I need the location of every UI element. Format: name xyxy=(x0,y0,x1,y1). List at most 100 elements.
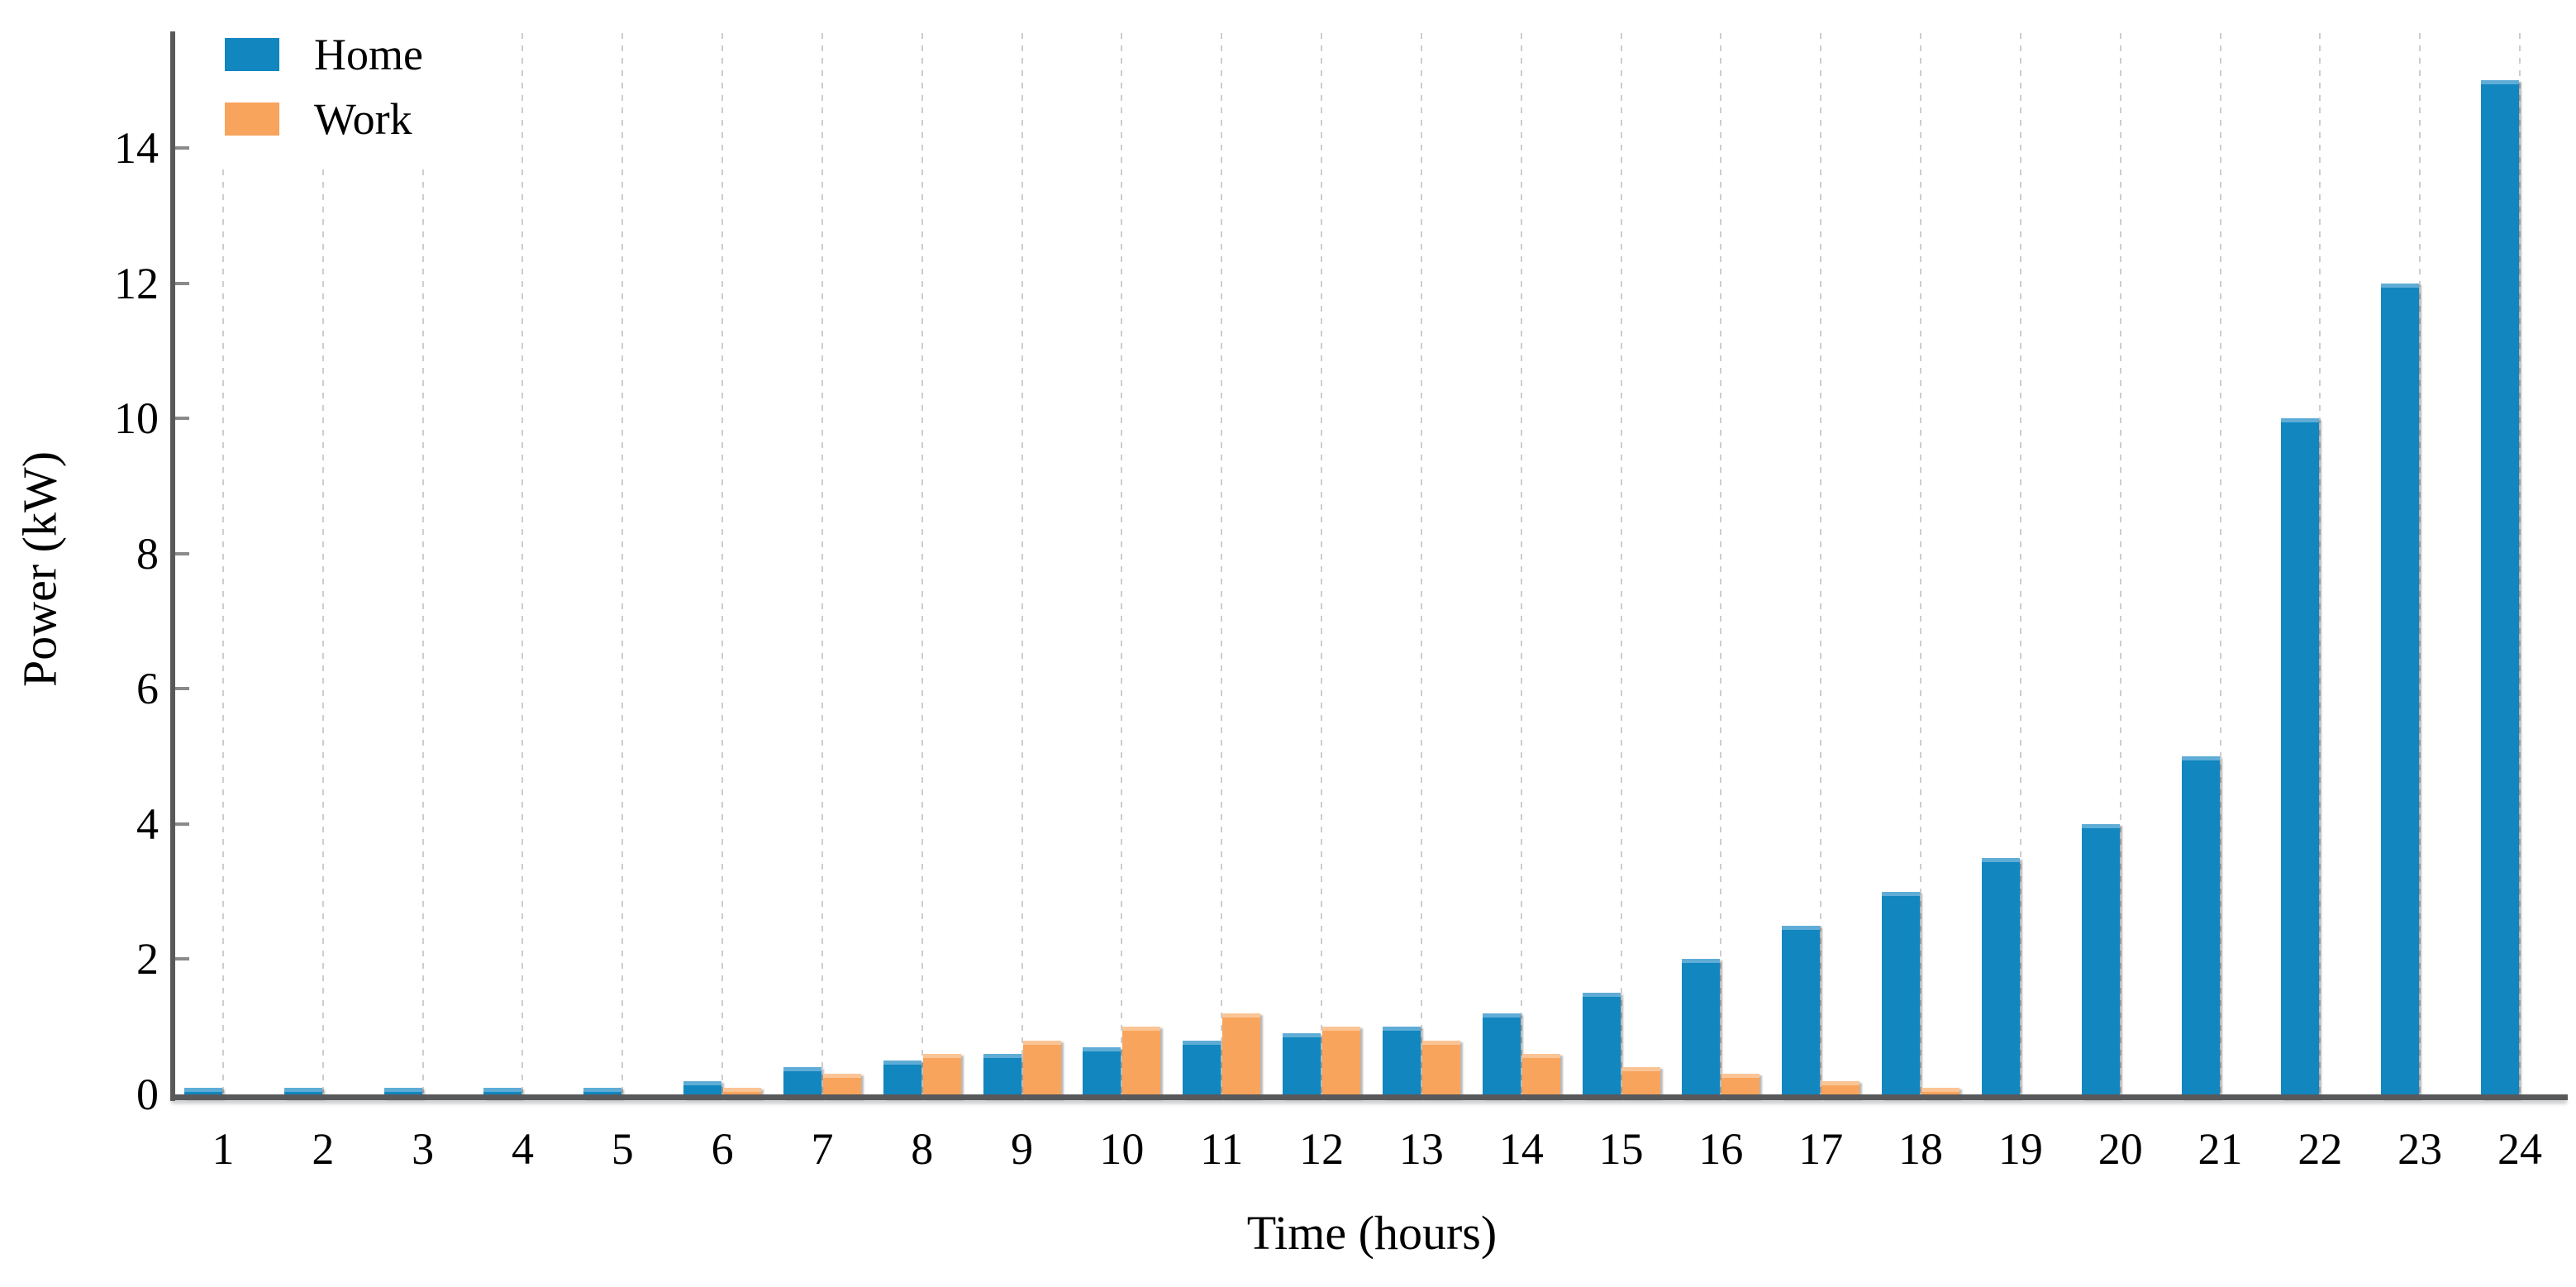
gridline-hour-15 xyxy=(1620,33,1622,1094)
bar-home-hour-17 xyxy=(1782,926,1821,1099)
bar-home-hour-14 xyxy=(1482,1013,1521,1099)
bar-home-hour-10 xyxy=(1083,1047,1121,1099)
x-tick-label-10: 10 xyxy=(1099,1124,1145,1174)
gridline-hour-6 xyxy=(721,33,724,1094)
y-axis-title: Power (kW) xyxy=(12,450,67,688)
bar-home-hour-13 xyxy=(1382,1027,1421,1099)
bar-home-hour-22 xyxy=(2281,418,2320,1099)
gridline-hour-17 xyxy=(1820,33,1822,1094)
y-tick-label-10: 10 xyxy=(114,393,159,444)
gridline-hour-10 xyxy=(1121,33,1123,1094)
x-tick-label-21: 21 xyxy=(2197,1124,2243,1174)
x-tick-label-2: 2 xyxy=(312,1124,335,1174)
x-tick-label-24: 24 xyxy=(2497,1124,2542,1174)
bar-home-hour-18 xyxy=(1882,892,1921,1099)
gridline-hour-22 xyxy=(2319,33,2321,1094)
x-tick-label-8: 8 xyxy=(911,1124,934,1174)
x-tick-label-12: 12 xyxy=(1299,1124,1345,1174)
y-tick-label-4: 4 xyxy=(136,798,159,849)
y-tick-mark-14 xyxy=(175,146,189,150)
legend: Home Work xyxy=(205,20,456,169)
x-tick-label-16: 16 xyxy=(1698,1124,1744,1174)
x-tick-label-11: 11 xyxy=(1200,1124,1244,1174)
x-tick-label-23: 23 xyxy=(2397,1124,2443,1174)
x-tick-label-22: 22 xyxy=(2297,1124,2343,1174)
bar-home-hour-6 xyxy=(683,1081,722,1099)
x-tick-label-19: 19 xyxy=(1997,1124,2043,1174)
gridline-hour-4 xyxy=(521,33,524,1094)
gridline-hour-5 xyxy=(621,33,624,1094)
gridline-hour-23 xyxy=(2419,33,2421,1094)
x-axis-title: Time (hours) xyxy=(1246,1206,1498,1260)
y-tick-label-6: 6 xyxy=(136,664,159,714)
x-tick-label-20: 20 xyxy=(2097,1124,2143,1174)
y-axis-spine xyxy=(170,31,175,1101)
gridline-hour-18 xyxy=(1920,33,1922,1094)
gridline-hour-13 xyxy=(1420,33,1422,1094)
y-tick-label-8: 8 xyxy=(136,528,159,579)
y-tick-label-2: 2 xyxy=(136,934,159,984)
gridline-hour-2 xyxy=(321,33,324,1094)
x-tick-label-5: 5 xyxy=(611,1124,634,1174)
bar-home-hour-9 xyxy=(983,1054,1021,1099)
y-tick-mark-2 xyxy=(175,957,189,961)
bar-home-hour-8 xyxy=(883,1061,921,1099)
bar-work-hour-14 xyxy=(1521,1054,1560,1099)
legend-label-work: Work xyxy=(314,94,412,144)
y-tick-mark-10 xyxy=(175,417,189,421)
gridline-hour-9 xyxy=(1021,33,1023,1094)
bar-home-hour-21 xyxy=(2181,756,2220,1099)
x-tick-label-17: 17 xyxy=(1798,1124,1844,1174)
x-tick-label-1: 1 xyxy=(212,1124,235,1174)
y-tick-label-0: 0 xyxy=(136,1070,159,1119)
x-tick-label-4: 4 xyxy=(511,1124,534,1174)
x-tick-label-18: 18 xyxy=(1898,1124,1944,1174)
y-tick-mark-4 xyxy=(175,822,189,826)
bar-home-hour-23 xyxy=(2381,284,2420,1099)
bar-work-hour-15 xyxy=(1621,1067,1660,1099)
bar-work-hour-8 xyxy=(922,1054,961,1099)
legend-swatch-work xyxy=(225,102,279,136)
bar-home-hour-7 xyxy=(783,1067,821,1099)
bar-home-hour-15 xyxy=(1582,993,1621,1099)
gridline-hour-21 xyxy=(2219,33,2221,1094)
x-tick-label-7: 7 xyxy=(811,1124,834,1174)
x-axis-spine xyxy=(170,1094,2568,1100)
bar-work-hour-9 xyxy=(1022,1041,1061,1099)
gridline-hour-1 xyxy=(222,33,224,1094)
gridline-hour-20 xyxy=(2119,33,2121,1094)
bar-work-hour-11 xyxy=(1222,1013,1261,1099)
legend-item-home: Home xyxy=(225,31,423,78)
bar-home-hour-24 xyxy=(2481,80,2519,1099)
legend-swatch-home xyxy=(225,38,279,71)
x-tick-label-15: 15 xyxy=(1598,1124,1644,1174)
y-tick-mark-6 xyxy=(175,687,189,691)
y-tick-mark-8 xyxy=(175,551,189,555)
gridline-hour-7 xyxy=(821,33,823,1094)
bar-work-hour-10 xyxy=(1122,1027,1161,1099)
gridline-hour-19 xyxy=(2019,33,2021,1094)
bar-work-hour-12 xyxy=(1322,1027,1361,1099)
x-tick-label-6: 6 xyxy=(711,1124,734,1174)
x-tick-label-9: 9 xyxy=(1011,1124,1034,1174)
bar-home-hour-19 xyxy=(1981,858,2020,1099)
x-tick-label-14: 14 xyxy=(1498,1124,1544,1174)
x-tick-label-3: 3 xyxy=(412,1124,435,1174)
gridline-hour-11 xyxy=(1221,33,1223,1094)
bar-home-hour-16 xyxy=(1682,959,1721,1099)
gridline-hour-16 xyxy=(1720,33,1722,1094)
y-tick-label-12: 12 xyxy=(114,258,159,308)
bar-home-hour-20 xyxy=(2081,824,2120,1099)
bar-work-hour-13 xyxy=(1421,1041,1460,1099)
bar-home-hour-12 xyxy=(1283,1033,1321,1099)
bar-work-hour-17 xyxy=(1821,1081,1860,1099)
gridline-hour-3 xyxy=(421,33,424,1094)
legend-item-work: Work xyxy=(225,96,423,142)
gridline-hour-8 xyxy=(921,33,923,1094)
bar-home-hour-11 xyxy=(1183,1041,1221,1099)
x-tick-label-13: 13 xyxy=(1398,1124,1444,1174)
y-tick-label-14: 14 xyxy=(114,123,159,174)
gridline-hour-24 xyxy=(2519,33,2521,1094)
y-tick-mark-12 xyxy=(175,281,189,285)
